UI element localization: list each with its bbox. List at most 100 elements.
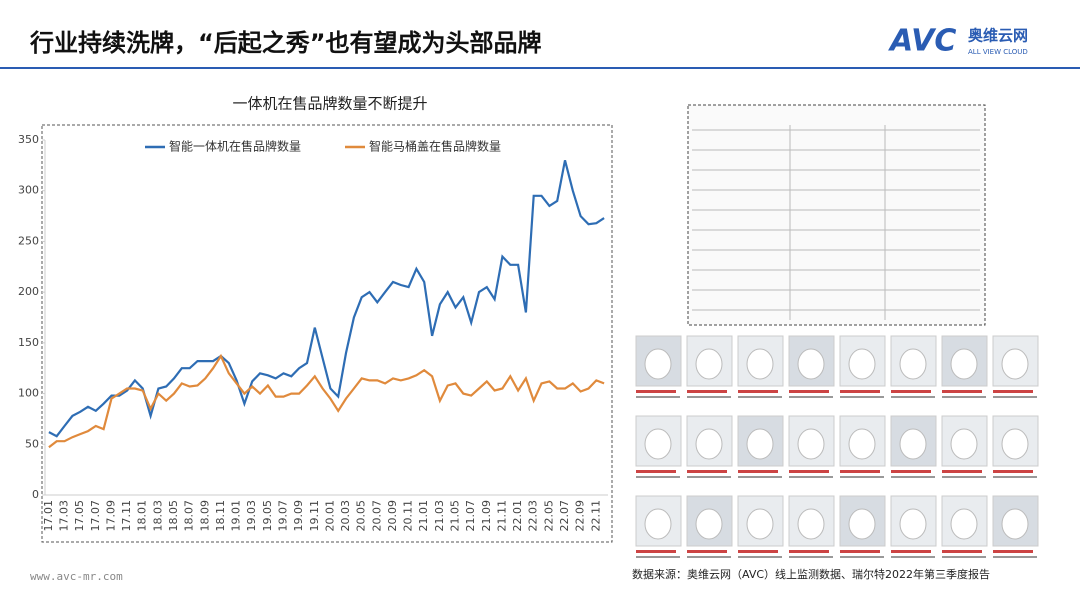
product-text <box>687 390 727 393</box>
x-tick-label: 20.11 <box>402 500 415 532</box>
product-text <box>942 476 986 478</box>
product-text <box>687 396 731 398</box>
y-tick-label: 0 <box>32 488 39 501</box>
line-series <box>48 353 605 449</box>
product-text <box>942 390 982 393</box>
x-tick-label: 19.01 <box>230 500 243 532</box>
x-tick-label: 22.09 <box>574 500 587 532</box>
product-shape <box>695 508 723 540</box>
x-tick-label: 21.03 <box>433 500 446 532</box>
y-tick-label: 300 <box>18 184 39 197</box>
product-text <box>789 556 833 558</box>
x-tick-label: 21.11 <box>495 500 508 532</box>
product-shape <box>950 348 978 380</box>
slide-title: 行业持续洗牌，“后起之秀”也有望成为头部品牌 <box>29 29 542 57</box>
x-tick-label: 22.03 <box>527 500 540 532</box>
product-text <box>993 470 1033 473</box>
product-thumb <box>788 415 835 467</box>
product-text <box>942 470 982 473</box>
product-shape <box>1001 428 1029 460</box>
x-tick-label: 18.05 <box>167 500 180 532</box>
x-tick-label: 22.01 <box>511 500 524 532</box>
report-rows <box>692 125 980 320</box>
product-text <box>840 476 884 478</box>
product-shape <box>695 428 723 460</box>
product-text <box>942 396 986 398</box>
product-text <box>738 396 782 398</box>
y-tick-label: 350 <box>18 133 39 146</box>
product-text <box>891 476 935 478</box>
x-tick-label: 21.01 <box>417 500 430 532</box>
product-text <box>636 390 676 393</box>
product-text <box>738 470 778 473</box>
x-tick-label: 17.03 <box>58 500 71 532</box>
x-tick-label: 19.03 <box>245 500 258 532</box>
product-shape <box>848 428 876 460</box>
product-text <box>840 396 884 398</box>
x-tick-label: 18.09 <box>198 500 211 532</box>
x-tick-label: 19.05 <box>261 500 274 532</box>
product-grid <box>635 335 1039 558</box>
x-tick-label: 18.07 <box>183 500 196 532</box>
product-text <box>840 470 880 473</box>
x-tick-label: 20.01 <box>323 500 336 532</box>
y-tick-label: 200 <box>18 285 39 298</box>
y-tick-label: 50 <box>25 437 39 450</box>
x-tick-label: 17.11 <box>120 500 133 532</box>
product-text <box>687 470 727 473</box>
x-tick-label: 21.07 <box>464 500 477 532</box>
product-text <box>687 476 731 478</box>
x-tick-label: 20.03 <box>339 500 352 532</box>
line-series <box>48 160 605 438</box>
product-shape <box>644 508 672 540</box>
product-shape <box>746 508 774 540</box>
product-shape <box>746 348 774 380</box>
footer-url: www.avc-mr.com <box>30 570 123 583</box>
product-shape <box>797 428 825 460</box>
product-text <box>738 550 778 553</box>
product-text <box>993 390 1033 393</box>
product-text <box>636 396 680 398</box>
x-tick-label: 19.07 <box>276 500 289 532</box>
product-text <box>687 550 727 553</box>
product-shape <box>950 508 978 540</box>
product-shape <box>746 428 774 460</box>
product-text <box>840 390 880 393</box>
product-text <box>789 470 829 473</box>
y-tick-label: 150 <box>18 336 39 349</box>
x-tick-label: 17.09 <box>104 500 117 532</box>
x-tick-label: 22.05 <box>542 500 555 532</box>
chart-frame <box>41 124 613 543</box>
product-text <box>738 390 778 393</box>
product-text <box>636 556 680 558</box>
product-text <box>942 550 982 553</box>
y-tick-label: 250 <box>18 234 39 247</box>
product-shape <box>644 348 672 380</box>
product-text <box>738 476 782 478</box>
product-text <box>993 556 1037 558</box>
product-text <box>738 556 782 558</box>
product-text <box>891 470 931 473</box>
product-text <box>891 550 931 553</box>
x-tick-label: 18.11 <box>214 500 227 532</box>
product-shape <box>644 428 672 460</box>
product-shape <box>1001 508 1029 540</box>
x-tick-label: 17.01 <box>42 500 55 532</box>
logo: AVC <box>888 24 956 59</box>
product-text <box>789 396 833 398</box>
x-tick-label: 17.07 <box>89 500 102 532</box>
x-tick-label: 20.09 <box>386 500 399 532</box>
product-shape <box>848 508 876 540</box>
product-shape <box>899 348 927 380</box>
product-text <box>891 396 935 398</box>
chart-title: 一体机在售品牌数量不断提升 <box>232 95 427 113</box>
product-text <box>993 396 1037 398</box>
product-shape <box>797 348 825 380</box>
product-text <box>891 556 935 558</box>
product-shape <box>695 348 723 380</box>
product-shape <box>797 508 825 540</box>
x-tick-label: 20.05 <box>355 500 368 532</box>
product-shape <box>899 428 927 460</box>
